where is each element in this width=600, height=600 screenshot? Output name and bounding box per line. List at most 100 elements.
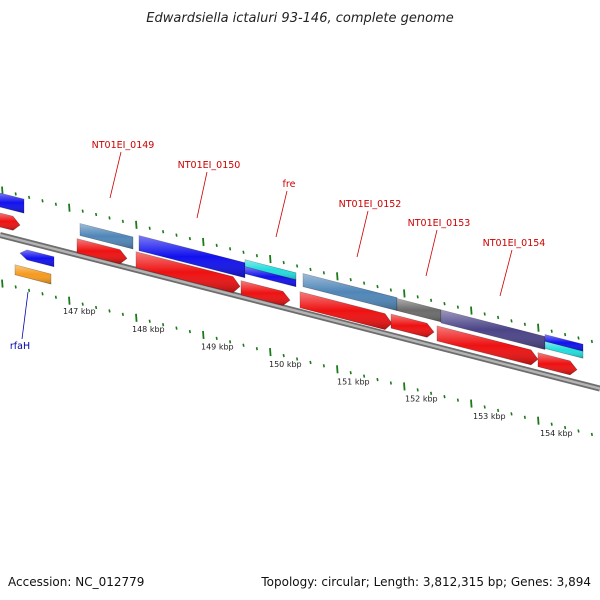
blue-feature-shade: [245, 266, 296, 287]
outer-minor-tick: [430, 298, 433, 302]
inner-minor-tick: [443, 395, 446, 399]
inner-minor-tick: [148, 319, 151, 323]
inner-major-tick: [68, 296, 71, 305]
inner-minor-tick: [242, 343, 245, 347]
outer-minor-tick: [162, 230, 165, 234]
inner-minor-tick: [309, 360, 312, 365]
outer-minor-tick: [523, 322, 526, 326]
gene-annotation: NT01EI_0150: [178, 160, 240, 219]
outer-minor-tick: [95, 212, 98, 217]
inner-minor-tick: [564, 425, 567, 430]
inner-minor-tick: [363, 374, 366, 378]
inner-minor-tick: [108, 309, 111, 313]
outer-minor-tick: [349, 278, 352, 282]
inner-major-tick: [202, 330, 205, 340]
inner-minor-tick: [416, 388, 419, 392]
inner-major-tick: [269, 348, 272, 357]
outer-major-tick: [1, 186, 4, 195]
outer-major-tick: [269, 255, 272, 264]
outer-minor-tick: [389, 288, 392, 292]
genome-summary: Topology: circular; Length: 3,812,315 bp…: [260, 575, 591, 589]
blue-feature: [0, 192, 25, 214]
outer-minor-tick: [510, 319, 513, 323]
outer-minor-tick: [229, 247, 232, 251]
gene-label: rfaH: [10, 341, 30, 352]
leader-line: [196, 171, 208, 219]
cyan-feature: [544, 341, 584, 359]
scale-tick-label: 153 kbp: [473, 412, 506, 421]
gene-label: NT01EI_0154: [483, 238, 546, 249]
outer-major-tick: [403, 289, 406, 298]
inner-minor-tick: [282, 353, 285, 358]
inner-minor-tick: [229, 340, 232, 344]
cds-arrow: [135, 251, 241, 293]
inner-minor-tick: [497, 408, 500, 413]
inner-minor-tick: [296, 357, 299, 361]
scale-tick-label: 148 kbp: [132, 325, 165, 334]
scale-tick-label: 150 kbp: [269, 360, 302, 369]
inner-minor-tick: [590, 432, 593, 437]
map-title: Edwardsiella ictaluri 93-146, complete g…: [146, 11, 453, 26]
outer-minor-tick: [14, 192, 17, 196]
outer-minor-tick: [322, 271, 325, 275]
outer-minor-tick: [121, 219, 124, 224]
outer-minor-tick: [296, 264, 299, 268]
outer-minor-tick: [416, 295, 419, 299]
backbone: [0, 232, 600, 392]
outer-minor-tick: [188, 236, 191, 241]
orange-feature: [14, 264, 52, 285]
accession-label: Accession: NC_012779: [8, 575, 144, 589]
outer-minor-tick: [282, 260, 285, 265]
outer-minor-tick: [363, 281, 366, 285]
inner-minor-tick: [389, 381, 392, 385]
outer-minor-tick: [148, 226, 151, 230]
cds-arrow: [0, 212, 21, 231]
inner-major-tick: [336, 365, 339, 374]
gene-label: NT01EI_0152: [339, 199, 402, 210]
cds-arrow: [390, 313, 435, 338]
inner-minor-tick: [349, 371, 352, 375]
reverse-cds-arrow: [19, 249, 55, 268]
gene-annotation: NT01EI_0154: [483, 238, 546, 297]
gene-annotation: NT01EI_0149: [92, 140, 154, 199]
outer-minor-tick: [54, 202, 57, 206]
cyan-feature-shade: [545, 341, 583, 359]
inner-minor-tick: [14, 285, 17, 289]
inner-minor-tick: [54, 295, 57, 299]
outer-major-tick: [68, 203, 71, 212]
outer-minor-tick: [255, 254, 258, 258]
outer-minor-tick: [376, 284, 379, 289]
inner-minor-tick: [41, 292, 44, 296]
cds-arrow-shade: [136, 251, 240, 293]
gene-annotation: NT01EI_0152: [339, 199, 402, 258]
outer-major-tick: [202, 237, 205, 247]
outer-major-tick: [135, 220, 138, 229]
outer-minor-tick: [309, 267, 312, 272]
outer-minor-tick: [242, 250, 245, 254]
inner-minor-tick: [456, 398, 459, 402]
inner-minor-tick: [483, 405, 486, 409]
cds-arrow-shade: [391, 314, 434, 338]
outer-minor-tick: [550, 329, 553, 333]
leader-line: [356, 210, 369, 258]
inner-major-tick: [135, 313, 138, 322]
cds-arrow: [299, 291, 393, 330]
cds-arrow: [240, 280, 291, 306]
inner-major-tick: [1, 279, 4, 288]
scale-tick-label: 147 kbp: [63, 307, 96, 316]
inner-minor-tick: [28, 288, 31, 293]
inner-minor-tick: [430, 391, 433, 395]
inner-major-tick: [403, 382, 406, 391]
inner-minor-tick: [215, 336, 218, 341]
steel-feature: [79, 223, 134, 250]
blue-feature-shade: [0, 193, 24, 214]
blue-feature-shade: [545, 334, 583, 352]
outer-minor-tick: [443, 302, 446, 306]
outer-major-tick: [336, 272, 339, 281]
cyan-feature-shade: [245, 259, 296, 280]
leader-line: [21, 291, 29, 340]
gene-label: NT01EI_0153: [408, 218, 471, 229]
outer-minor-tick: [175, 233, 178, 237]
cds-arrow-shade: [77, 238, 127, 264]
